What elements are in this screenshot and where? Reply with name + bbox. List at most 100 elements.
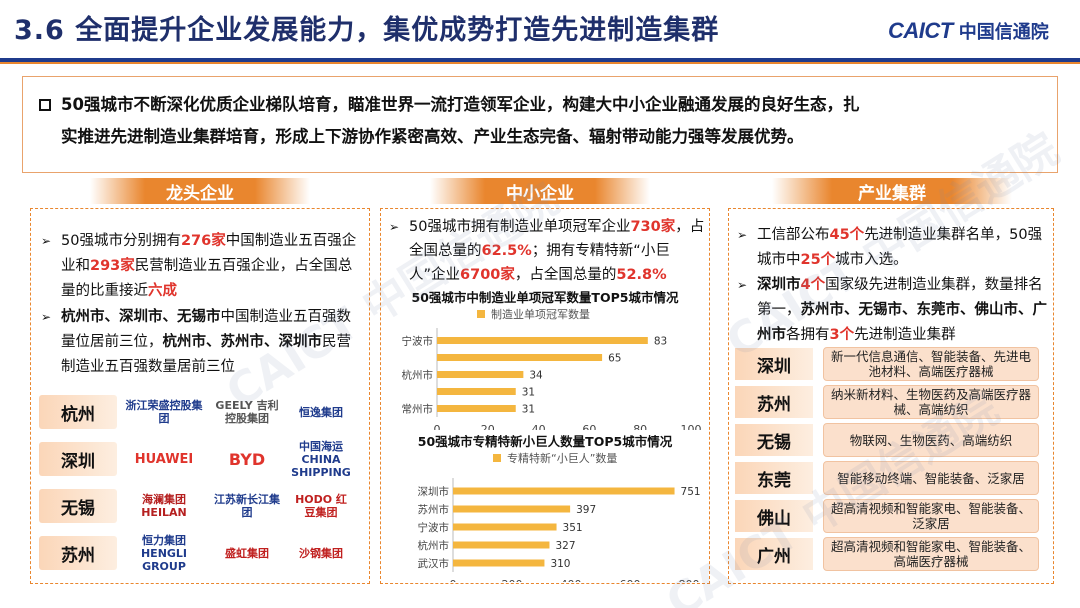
data-label: 397: [576, 504, 596, 516]
text: 国家级先进制造业集群，数量排名第一，: [757, 277, 1043, 318]
logo-row-hangzhou: 杭州 浙江荣盛控股集团 GEELY 吉利控股集团 恒逸集团: [39, 391, 369, 433]
legend-swatch: [493, 454, 501, 462]
x-tick-label: 20: [481, 423, 495, 430]
bar: [453, 505, 571, 513]
chart-title: 50强城市专精特新小巨人数量TOP5城市情况: [417, 434, 673, 449]
company-logo: 恒逸集团: [299, 405, 343, 419]
category-label: 宁波市: [402, 335, 434, 348]
logo-en: CAICT: [888, 18, 953, 43]
data-label: 34: [529, 370, 543, 382]
arrow-bullet-icon: ➢: [737, 228, 748, 242]
heading-sme: 中小企业: [430, 178, 650, 204]
title-divider: [0, 58, 1080, 62]
cluster-row-shenzhen: 深圳 新一代信息通信、智能装备、先进电池材料、高端医疗器械: [735, 347, 1055, 381]
company-logo: 盛虹集团: [225, 546, 269, 560]
x-tick-label: 40: [532, 423, 546, 430]
text: 民营制造业五百强数量居前三位: [61, 334, 351, 375]
bar: [453, 487, 675, 495]
x-tick-label: 200: [502, 578, 523, 582]
bold-cities: 杭州市、苏州市、深圳市: [162, 334, 323, 350]
highlight: 293家: [90, 258, 135, 274]
text: ，占全国总量的: [409, 219, 705, 259]
data-label: 83: [654, 336, 667, 348]
bar: [437, 354, 603, 361]
cluster-row-suzhou: 苏州 纳米新材料、生物医药及高端医疗器械、高端纺织: [735, 385, 1055, 419]
arrow-bullet-icon: ➢: [41, 234, 52, 248]
highlight: 6700家: [460, 267, 515, 283]
data-label: 31: [522, 404, 535, 416]
text: ；拥有专精特新“小巨人”企业: [409, 243, 670, 283]
category-label: 苏州市: [418, 503, 450, 516]
legend-label: 制造业单项冠军数量: [491, 307, 590, 321]
bold-cities: 苏州市、无锡市、东莞市、佛山市、广州市: [757, 302, 1047, 343]
city-tag: 苏州: [39, 536, 117, 570]
company-logo: 沙钢集团: [299, 546, 343, 560]
highlight: 4个: [800, 277, 826, 293]
company-logo: GEELY 吉利控股集团: [215, 399, 279, 425]
company-logo: 浙江荣盛控股集团: [125, 399, 203, 425]
logo-row-shenzhen: 深圳 HUAWEI BYD 中国海运 CHINA SHIPPING: [39, 438, 369, 480]
cluster-city: 广州: [735, 538, 813, 570]
chart-little-giants: 50强城市专精特新小巨人数量TOP5城市情况 专精特新“小巨人”数量 751 深圳市…: [387, 431, 703, 591]
bar: [453, 559, 545, 567]
caict-logo: CAICT 中国信通院: [888, 18, 1049, 44]
cluster-desc: 纳米新材料、生物医药及高端医疗器械、高端纺织: [823, 385, 1039, 419]
text: 工信部公布: [757, 227, 830, 243]
highlight: 3个: [829, 327, 855, 343]
highlight: 730家: [630, 219, 676, 235]
cluster-row-guangzhou: 广州 超高清视频和智能家电、智能装备、高端医疗器械: [735, 537, 1055, 571]
text: ，占全国总量的: [514, 267, 617, 283]
square-bullet-icon: [39, 99, 51, 111]
chart-title: 50强城市中制造业单项冠军数量TOP5城市情况: [411, 290, 679, 305]
company-logo: 江苏新长江集团: [214, 493, 280, 519]
city-tag: 杭州: [39, 395, 117, 429]
cluster-row-foshan: 佛山 超高清视频和智能家电、智能装备、泛家居: [735, 499, 1055, 533]
company-logo: 海澜集团 HEILAN: [141, 493, 187, 519]
cluster-city: 深圳: [735, 348, 813, 380]
category-label: 常州市: [402, 403, 434, 416]
text: 50强城市分别拥有: [61, 233, 181, 249]
legend-label: 专精特新“小巨人”数量: [507, 451, 617, 465]
bold-cities: 杭州市、深圳市、无锡市: [61, 309, 221, 325]
logo-cn: 中国信通院: [958, 22, 1049, 43]
legend-swatch: [477, 310, 485, 318]
cluster-desc: 智能移动终端、智能装备、泛家居: [823, 461, 1039, 495]
cluster-city: 无锡: [735, 424, 813, 456]
left-bullet-1: ➢ 50强城市分别拥有276家中国制造业五百强企业和293家民营制造业五百强企业…: [37, 229, 363, 304]
middle-column: ➢ 50强城市拥有制造业单项冠军企业730家，占全国总量的62.5%；拥有专精特…: [380, 208, 710, 591]
text: 各拥有: [786, 327, 830, 343]
data-label: 31: [522, 387, 535, 399]
right-column: ➢ 工信部公布45个先进制造业集群名单，50强城市中25个城市入选。 ➢ 深圳市…: [728, 208, 1054, 584]
company-logo: HODO 红豆集团: [295, 493, 347, 519]
company-logo: 中国海运 CHINA SHIPPING: [291, 439, 351, 479]
cluster-row-dongguan: 东莞 智能移动终端、智能装备、泛家居: [735, 461, 1055, 495]
logo-row-wuxi: 无锡 海澜集团 HEILAN 江苏新长江集团 HODO 红豆集团: [39, 485, 369, 527]
page-title: 3.6 全面提升企业发展能力，集优成势打造先进制造集群: [14, 15, 720, 46]
bar: [437, 371, 524, 378]
company-logo: 恒力集团 HENGLI GROUP: [140, 533, 188, 573]
right-bullet-2: ➢ 深圳市4个国家级先进制造业集群，数量排名第一，苏州市、无锡市、东莞市、佛山市…: [733, 273, 1051, 348]
highlight: 45个: [829, 227, 865, 243]
x-tick-label: 60: [582, 423, 596, 430]
arrow-bullet-icon: ➢: [737, 278, 748, 292]
right-bullet-1: ➢ 工信部公布45个先进制造业集群名单，50强城市中25个城市入选。: [733, 223, 1051, 273]
x-tick-label: 80: [633, 423, 647, 430]
text: 50强城市拥有制造业单项冠军企业: [409, 219, 631, 235]
x-tick-label: 400: [561, 578, 582, 582]
category-label: 杭州市: [402, 369, 434, 382]
cluster-desc: 超高清视频和智能家电、智能装备、高端医疗器械: [823, 537, 1039, 571]
highlight: 276家: [180, 233, 226, 249]
category-label: 宁波市: [418, 521, 450, 534]
left-column: ➢ 50强城市分别拥有276家中国制造业五百强企业和293家民营制造业五百强企业…: [30, 208, 370, 584]
x-tick-label: 0: [450, 578, 457, 582]
cluster-city: 东莞: [735, 462, 813, 494]
intro-box: 50强城市不断深化优质企业梯队培育，瞄准世界一流打造领军企业，构建大中小企业融通…: [22, 76, 1058, 173]
chart-champions: 50强城市中制造业单项冠军数量TOP5城市情况 制造业单项冠军数量 83 宁波市 65…: [387, 287, 703, 436]
intro-line-2: 实推进先进制造业集群培育，形成上下游协作紧密高效、产业生态完备、辐射带动能力强等…: [61, 127, 804, 146]
intro-text-1: 50强城市不断深化优质企业梯队培育，瞄准世界一流打造领军企业，构建大中小企业融通…: [61, 95, 860, 114]
x-tick-label: 0: [434, 423, 441, 430]
chart-little-giants-svg: 专精特新“小巨人”数量 751 深圳市 397 苏州市 351 宁波市 327 杭州市 310 武汉…: [418, 451, 701, 591]
highlight: 六成: [148, 283, 177, 299]
company-logo: HUAWEI: [134, 451, 194, 467]
